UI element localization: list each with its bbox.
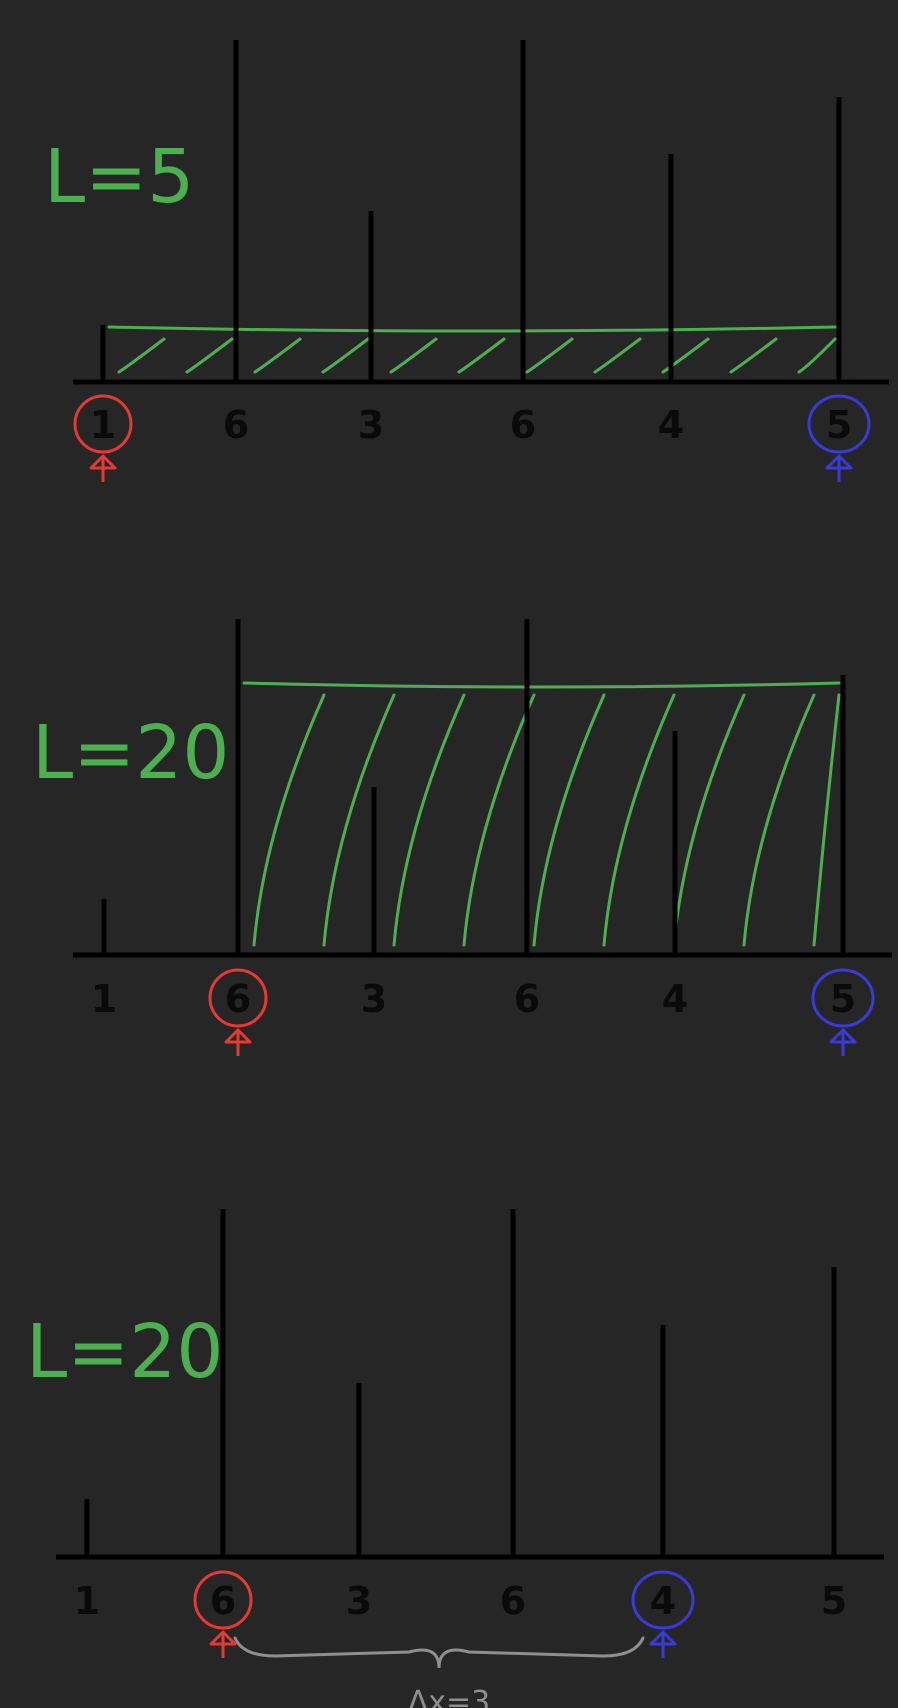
hatch-stroke (532, 693, 606, 947)
panel-2: 1 6 3 6 4 5 L=20 (32, 619, 892, 1056)
height-label-3: 3 (358, 403, 384, 447)
left-pointer-arrow-icon (224, 1028, 252, 1056)
hatch-stroke (462, 693, 536, 947)
hatch-stroke (389, 337, 438, 374)
hatch-stroke (185, 337, 234, 374)
panel-3: 1 6 3 6 4 5 L=20 Δx=3 (26, 1209, 884, 1708)
right-pointer (811, 968, 875, 1056)
hatch-stroke (812, 693, 841, 947)
area-label: L=5 (44, 134, 194, 220)
height-label-4: 6 (500, 1579, 526, 1623)
hatch-stroke (117, 337, 166, 374)
hatch-stroke (321, 337, 370, 374)
hatch-stroke (593, 337, 642, 374)
left-pointer-arrow-icon (89, 454, 117, 482)
water-area-shading (107, 325, 837, 374)
hatch-stroke (457, 337, 506, 374)
height-label-2: 6 (210, 1579, 236, 1623)
height-label-5: 4 (650, 1579, 676, 1623)
height-label-2: 6 (225, 977, 251, 1021)
hatch-stroke (392, 693, 466, 947)
panel-1: 1 6 3 6 4 5 L=5 (44, 40, 889, 482)
hatch-stroke (253, 337, 302, 374)
right-pointer-arrow-icon (649, 1630, 677, 1658)
height-label-4: 6 (510, 403, 536, 447)
left-pointer (73, 394, 133, 482)
height-label-6: 5 (821, 1579, 847, 1623)
height-label-4: 6 (514, 977, 540, 1021)
right-pointer (631, 1570, 695, 1658)
gap-label: Δx=3 (408, 1685, 491, 1708)
height-label-5: 4 (658, 403, 684, 447)
right-pointer-circle (811, 968, 875, 1028)
hatch-stroke (322, 693, 396, 947)
height-label-1: 1 (74, 1579, 100, 1623)
left-pointer-circle (193, 1570, 253, 1630)
height-label-6: 5 (826, 403, 852, 447)
hatch-stroke (729, 337, 778, 374)
height-label-5: 4 (662, 977, 688, 1021)
height-label-1: 1 (91, 977, 117, 1021)
left-pointer (193, 1570, 253, 1658)
height-label-1: 1 (90, 403, 116, 447)
height-label-3: 3 (346, 1579, 372, 1623)
hatch-stroke (797, 337, 837, 374)
right-pointer (807, 394, 871, 482)
right-pointer-arrow-icon (825, 454, 853, 482)
hatch-stroke (661, 337, 710, 374)
hatch-stroke (602, 693, 676, 947)
area-label: L=20 (32, 710, 229, 796)
hatch-stroke (525, 337, 574, 374)
right-pointer-circle (631, 1570, 695, 1630)
left-pointer-arrow-icon (209, 1630, 237, 1658)
height-label-2: 6 (223, 403, 249, 447)
hatch-stroke (252, 693, 326, 947)
hatch-stroke (742, 693, 816, 947)
left-pointer-circle (208, 968, 268, 1028)
height-label-6: 5 (830, 977, 856, 1021)
height-label-3: 3 (361, 977, 387, 1021)
area-label: L=20 (26, 1309, 223, 1395)
gap-brace (233, 1636, 645, 1669)
right-pointer-circle (807, 394, 871, 454)
right-pointer-arrow-icon (829, 1028, 857, 1056)
left-pointer-circle (73, 394, 133, 454)
gap-brace-group: Δx=3 (233, 1636, 645, 1708)
water-level-line (242, 681, 841, 689)
left-pointer (208, 968, 268, 1056)
water-level-line (107, 325, 837, 333)
